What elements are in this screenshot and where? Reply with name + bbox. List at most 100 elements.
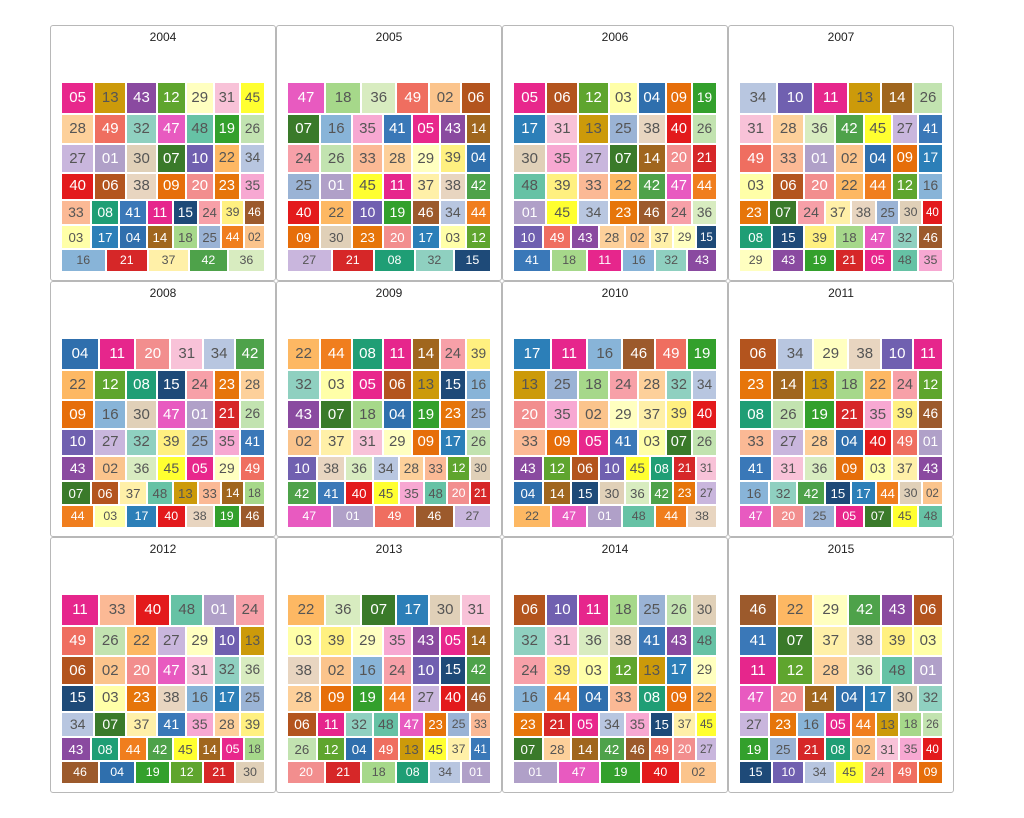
- panel-title: 2012: [149, 542, 177, 556]
- treemap-cell: 14: [466, 113, 491, 144]
- treemap-cell: 46: [243, 199, 265, 226]
- treemap-cell: 07: [768, 199, 798, 226]
- treemap-cell: 07: [361, 594, 397, 626]
- treemap-cell: 25: [804, 505, 835, 528]
- treemap-cell: 28: [637, 369, 666, 400]
- treemap-cell: 30: [469, 455, 491, 482]
- treemap-cell: 45: [624, 455, 650, 482]
- treemap-cell: 41: [119, 199, 147, 226]
- treemap-cell: 35: [899, 737, 922, 762]
- treemap-cell: 12: [776, 655, 814, 685]
- treemap-cell: 35: [382, 625, 412, 656]
- treemap-cell: 25: [287, 172, 321, 200]
- treemap-cell: 41: [739, 625, 777, 656]
- treemap-cell: 12: [94, 369, 127, 400]
- treemap-cell: 26: [665, 594, 692, 626]
- treemap-cell: 48: [881, 655, 913, 685]
- treemap-cell: 39: [320, 625, 353, 656]
- treemap-cell: 19: [135, 761, 171, 784]
- treemap-cell: 21: [797, 737, 825, 762]
- treemap-cell: 22: [692, 684, 717, 712]
- treemap-cell: 10: [61, 428, 95, 456]
- panel-title: 2010: [601, 286, 629, 300]
- treemap-cell: 26: [466, 428, 491, 456]
- treemap-cell: 32: [665, 369, 692, 400]
- treemap-cell: 33: [772, 143, 805, 173]
- treemap-cell: 18: [361, 761, 397, 784]
- treemap-cell: 40: [61, 172, 95, 200]
- treemap-cell: 19: [692, 82, 717, 114]
- treemap-cell: 16: [320, 113, 353, 144]
- treemap-cell: 09: [156, 172, 186, 200]
- treemap-cell: 21: [542, 711, 572, 738]
- treemap-cell: 17: [513, 338, 551, 370]
- treemap-cell: 48: [146, 481, 173, 506]
- treemap-cell: 04: [345, 737, 373, 762]
- treemap-cell: 23: [608, 199, 638, 226]
- treemap-cell: 46: [918, 399, 943, 429]
- treemap-cell: 04: [61, 338, 99, 370]
- treemap-cell: 41: [513, 249, 551, 272]
- treemap-cell: 04: [637, 82, 666, 114]
- treemap-cell: 14: [146, 225, 173, 250]
- treemap-cell: 26: [772, 399, 805, 429]
- treemap-cell: 08: [637, 684, 666, 712]
- treemap-cell: 46: [466, 684, 491, 712]
- treemap-cell: 22: [61, 369, 95, 400]
- treemap-cell: 04: [834, 428, 864, 456]
- treemap-cell: 46: [622, 338, 656, 370]
- treemap-cell: 16: [918, 172, 943, 200]
- treemap-cell: 19: [382, 199, 412, 226]
- treemap-cell: 17: [918, 143, 943, 173]
- treemap-cell: 21: [692, 143, 717, 173]
- treemap-cell: 49: [739, 143, 773, 173]
- treemap-cell: 23: [352, 225, 383, 250]
- treemap-cell: 27: [772, 428, 805, 456]
- treemap-cell: 43: [61, 737, 91, 762]
- treemap-cell: 31: [213, 82, 240, 114]
- treemap-cell: 38: [608, 625, 638, 656]
- treemap-cell: 39: [221, 199, 244, 226]
- treemap-cell: 32: [891, 225, 918, 250]
- treemap-cell: 38: [637, 113, 666, 144]
- treemap-cell: 06: [287, 711, 317, 738]
- treemap-cell: 49: [891, 428, 918, 456]
- treemap-cell: 08: [352, 338, 383, 370]
- treemap-cell: 29: [352, 625, 383, 656]
- treemap-cell: 29: [213, 455, 240, 482]
- treemap-cell: 08: [649, 455, 674, 482]
- treemap-panel: 2006 05 06 12 03 04 09 19 17 31 13 25 38 40 26 30 35 27 07…: [502, 25, 728, 281]
- treemap-cell: 24: [185, 369, 214, 400]
- treemap-cell: 14: [197, 737, 222, 762]
- treemap-cell: 01: [331, 505, 375, 528]
- treemap-cell: 06: [739, 338, 777, 370]
- treemap-cell: 01: [587, 505, 623, 528]
- panel-title: 2014: [601, 542, 629, 556]
- treemap-cell: 42: [466, 172, 491, 200]
- treemap-cell: 11: [578, 594, 609, 626]
- treemap-cell: 03: [94, 505, 127, 528]
- treemap-cell: 05: [834, 505, 864, 528]
- treemap-cell: 10: [546, 594, 579, 626]
- treemap-cell: 23: [739, 369, 773, 400]
- treemap-cell: 16: [513, 684, 547, 712]
- treemap-cell: 34: [692, 369, 717, 400]
- treemap-cell: 47: [739, 684, 773, 712]
- treemap-cell: 24: [439, 338, 466, 370]
- treemap-cell: 40: [640, 761, 680, 784]
- treemap-cell: 46: [240, 505, 265, 528]
- treemap-cell: 13: [637, 655, 666, 685]
- treemap-cell: 43: [881, 594, 913, 626]
- treemap-cell: 38: [850, 199, 876, 226]
- treemap-cell: 01: [513, 199, 547, 226]
- treemap-cell: 46: [918, 225, 943, 250]
- treemap-cell: 12: [466, 225, 491, 250]
- treemap-cell: 11: [550, 338, 588, 370]
- treemap-cell: 05: [411, 113, 440, 144]
- treemap-cell: 39: [466, 338, 491, 370]
- treemap-cell: 16: [739, 481, 769, 506]
- treemap-cell: 42: [287, 481, 317, 506]
- treemap-cell: 15: [439, 655, 466, 685]
- treemap-cell: 42: [649, 481, 674, 506]
- treemap-cell: 06: [772, 172, 805, 200]
